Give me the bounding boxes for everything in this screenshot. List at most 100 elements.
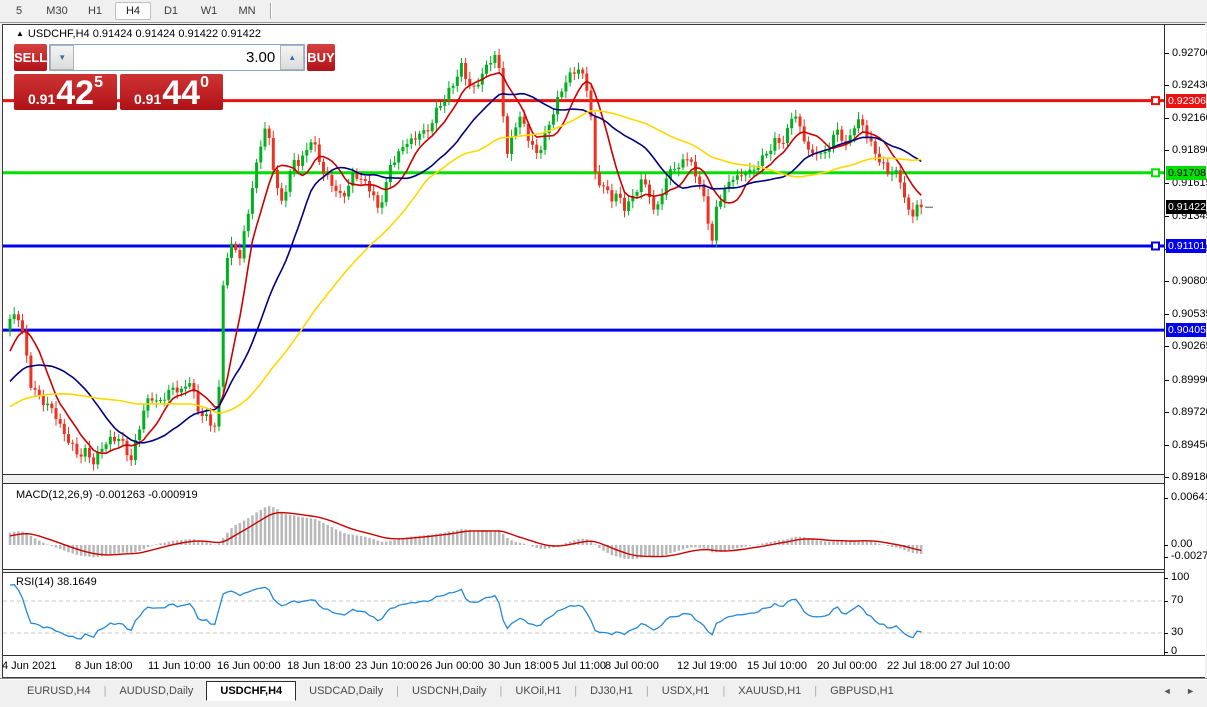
timeframe-button-h4[interactable]: H4 — [115, 2, 151, 20]
price-tick-mark — [1165, 313, 1169, 315]
macd-label: MACD(12,26,9) -0.001263 -0.000919 — [16, 489, 198, 501]
pane-divider[interactable] — [3, 474, 1164, 475]
tab-audusd-daily[interactable]: AUDUSD,Daily — [119, 685, 194, 697]
timeframe-button-m30[interactable]: M30 — [46, 5, 68, 17]
buy-price-box[interactable]: 0.91 44 0 — [120, 74, 223, 110]
tab-usdchf-h4[interactable]: USDCHF,H4 — [206, 681, 297, 701]
tab-xauusd-h1[interactable]: XAUUSD,H1 — [738, 685, 802, 697]
pane-divider[interactable] — [3, 569, 1164, 570]
timeframe-button-d1[interactable]: D1 — [163, 5, 179, 17]
toolbar-separator — [270, 3, 272, 19]
price-tick-mark — [1165, 183, 1169, 185]
chart-ohlc-values: 0.91424 0.91424 0.91422 0.91422 — [92, 28, 261, 40]
tab-usdcnh-daily[interactable]: USDCNH,Daily — [411, 685, 487, 697]
indicator-tick-mark — [1164, 633, 1168, 634]
price-tick-mark — [1165, 477, 1169, 479]
one-click-trading-panel: SELL ▼ ▲ BUY 0.91 42 5 0.91 44 0 — [14, 44, 335, 110]
level-price-label: 0.91708 — [1166, 165, 1206, 180]
price-tick-label: 0.90265 — [1172, 340, 1207, 353]
price-tick-mark — [1165, 150, 1169, 152]
tab-gbpusd-h1[interactable]: GBPUSD,H1 — [830, 685, 894, 697]
macd-pane — [3, 484, 1164, 569]
price-tick-mark — [1165, 52, 1169, 54]
buy-button[interactable]: BUY — [307, 44, 335, 71]
time-axis-label: 18 Jun 18:00 — [287, 660, 351, 672]
pane-divider — [3, 572, 1164, 573]
volume-decrease-icon[interactable]: ▼ — [50, 45, 75, 70]
time-axis-label: 12 Jul 19:00 — [677, 660, 737, 672]
sell-button[interactable]: SELL — [14, 44, 48, 71]
timeframe-toolbar: 5 M30 H1 H4 D1 W1 MN — [0, 0, 1207, 23]
price-axis: 0.927000.924300.921600.918900.916150.913… — [1164, 25, 1207, 655]
indicator-scale-label: 0.00 — [1171, 538, 1193, 550]
indicator-tick-mark — [1164, 578, 1168, 579]
buy-price-prefix: 0.91 — [134, 91, 162, 107]
price-tick-mark — [1165, 117, 1169, 119]
price-tick-mark — [1165, 216, 1169, 218]
time-axis-label: 20 Jul 00:00 — [817, 660, 877, 672]
volume-increase-icon[interactable]: ▲ — [280, 45, 305, 70]
time-axis-label: 4 Jun 2021 — [2, 660, 57, 672]
rsi-label: RSI(14) 38.1649 — [16, 576, 97, 588]
volume-input[interactable] — [74, 45, 281, 70]
indicator-scale-label: 0 — [1171, 645, 1178, 657]
indicator-tick-mark — [1164, 601, 1168, 602]
sell-price-pip: 5 — [94, 74, 103, 91]
chart-collapse-icon[interactable]: ▲ — [16, 29, 24, 38]
tab-ukoil-h1[interactable]: UKOil,H1 — [515, 685, 562, 697]
time-axis-label: 11 Jun 10:00 — [148, 660, 211, 672]
pane-splitter[interactable] — [3, 475, 1164, 483]
buy-price-pip: 0 — [200, 74, 209, 91]
indicator-tick-mark — [1164, 652, 1168, 653]
price-tick-mark — [1165, 379, 1169, 381]
price-tick-label: 0.90535 — [1172, 307, 1207, 320]
time-axis-label: 26 Jun 00:00 — [420, 660, 484, 672]
time-axis-label: 22 Jul 18:00 — [887, 660, 947, 672]
bid-price-label: 0.91422 — [1166, 200, 1206, 215]
price-tick-mark — [1165, 85, 1169, 87]
price-tick-mark — [1165, 346, 1169, 348]
indicator-tick-mark — [1164, 498, 1168, 499]
time-axis-label: 5 Jul 11:00 — [553, 660, 607, 672]
time-axis-label: 27 Jul 10:00 — [950, 660, 1010, 672]
sell-price-box[interactable]: 0.91 42 5 — [14, 74, 117, 110]
pane-divider — [3, 483, 1164, 484]
price-tick-label: 0.90805 — [1172, 275, 1207, 288]
time-axis-label: 16 Jun 00:00 — [217, 660, 281, 672]
timeframe-button-h1[interactable]: H1 — [87, 5, 103, 17]
time-axis-label: 8 Jul 00:00 — [605, 660, 659, 672]
chart-symbol: USDCHF,H4 — [27, 28, 90, 40]
pane-splitter[interactable] — [3, 570, 1164, 572]
tab-eurusd-h4[interactable]: EURUSD,H4 — [27, 685, 91, 697]
tab-usdcad-daily[interactable]: USDCAD,Daily — [309, 685, 384, 697]
tab-separator: | — [103, 685, 107, 697]
level-price-label: 0.91101 — [1166, 239, 1206, 254]
tab-dj30-h1[interactable]: DJ30,H1 — [590, 685, 633, 697]
timeframe-button-mn[interactable]: MN — [238, 5, 256, 17]
tab-usdx-h1[interactable]: USDX,H1 — [661, 685, 710, 697]
buy-price-main: 44 — [162, 74, 201, 113]
volume-spinner: ▼ ▲ — [49, 44, 306, 71]
tab-scroll-icons[interactable]: ◄ ► — [1162, 686, 1201, 696]
timeframe-button-w1[interactable]: W1 — [200, 5, 218, 17]
time-axis-label: 30 Jun 18:00 — [488, 660, 552, 672]
indicator-scale-label: 100 — [1171, 571, 1190, 583]
price-tick-mark — [1165, 412, 1169, 414]
level-price-label: 0.90405 — [1166, 323, 1206, 338]
chart-tab-bar: EURUSD,H4 | AUDUSD,Daily USDCHF,H4 USDCAD,Da… — [0, 678, 1207, 707]
indicator-scale-label: -0.00272 — [1171, 550, 1207, 562]
time-axis-label: 8 Jun 18:00 — [75, 660, 133, 672]
indicator-scale-label: 30 — [1171, 626, 1184, 638]
timeframe-button-5[interactable]: 5 — [15, 5, 23, 17]
tab-separator: | — [574, 685, 578, 697]
time-axis-label: 23 Jun 10:00 — [355, 660, 419, 672]
level-price-label: 0.92306 — [1166, 93, 1206, 108]
